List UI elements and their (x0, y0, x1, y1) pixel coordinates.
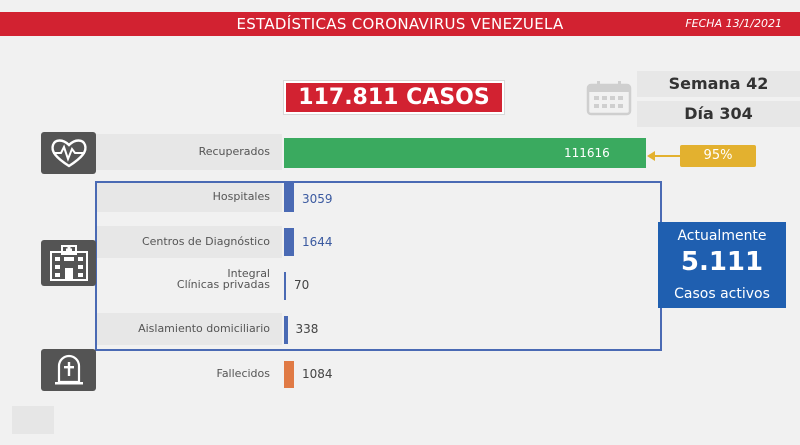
tombstone-icon (55, 354, 83, 385)
label-recuperados: Recuperados (96, 134, 282, 170)
total-cases-box: 117.811 CASOS (284, 81, 504, 114)
bar-recuperados (284, 138, 646, 168)
value-hospitales: 3059 (302, 192, 333, 206)
pct-arrow-line (654, 155, 680, 157)
hospital-icon (50, 245, 88, 281)
header-bar: ESTADÍSTICAS CORONAVIRUS VENEZUELA FECHA… (0, 12, 800, 36)
day-counter: Día 304 (637, 101, 800, 127)
pct-arrow-head (647, 151, 655, 161)
active-value: 5.111 (680, 247, 764, 277)
value-cdi: 1644 (302, 235, 333, 249)
tombstone-icon-box (41, 349, 96, 391)
active-cases-box: Actualmente 5.111 Casos activos (658, 222, 786, 308)
bar-clinicas (284, 272, 286, 300)
bar-hospitales (284, 183, 294, 212)
hospital-group-frame (95, 181, 662, 351)
value-clinicas: 70 (294, 278, 310, 292)
label-fallecidos: Fallecidos (216, 367, 271, 380)
page-title: ESTADÍSTICAS CORONAVIRUS VENEZUELA (236, 15, 564, 33)
heart-monitor-icon (51, 139, 87, 168)
active-title: Actualmente (677, 228, 767, 244)
calendar-icon (586, 81, 632, 116)
value-aislamiento: 338 (295, 322, 319, 336)
hospital-icon-box (41, 240, 96, 286)
week-counter: Semana 42 (637, 71, 800, 97)
active-subtitle: Casos activos (674, 286, 770, 302)
label-aislamiento: Aislamiento domiciliario (96, 313, 282, 345)
recovered-pct-badge: 95% (680, 145, 756, 167)
label-clinicas: Clínicas privadas (176, 278, 270, 291)
bar-cdi (284, 228, 294, 256)
report-date: FECHA 13/1/2021 (685, 17, 782, 30)
value-fallecidos: 1084 (302, 367, 333, 381)
value-recuperados: 111616 (564, 146, 610, 160)
heart-monitor-icon-box (41, 132, 96, 174)
label-hospitales: Hospitales (96, 182, 282, 212)
corner-decoration (12, 406, 54, 434)
bar-fallecidos (284, 361, 294, 388)
bar-aislamiento (284, 316, 288, 344)
label-cdi: Centros de Diagnóstico Integral (96, 226, 282, 280)
